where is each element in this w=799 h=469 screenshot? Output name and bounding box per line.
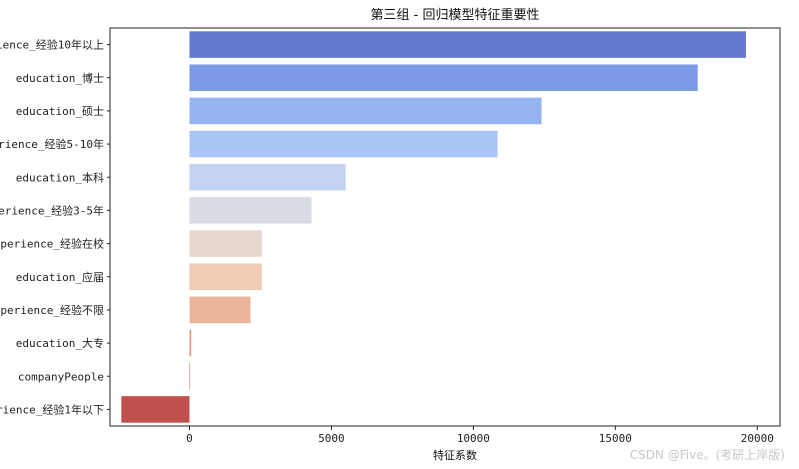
category-label-1: education_博士 <box>16 72 104 85</box>
category-label-4: education_本科 <box>16 170 104 184</box>
bar-6 <box>189 230 262 257</box>
bar-3 <box>189 130 498 158</box>
plot-frame <box>109 27 781 427</box>
bar-9 <box>189 329 192 357</box>
category-label-10: companyPeople <box>18 370 104 383</box>
category-label-11: workExperience_经验1年以下 <box>0 402 104 416</box>
bar-2 <box>189 97 542 125</box>
category-label-9: education_大专 <box>16 336 104 350</box>
bars-group <box>121 31 746 423</box>
x-axis-ticks: 0 5000 10000 15000 20000 <box>186 426 774 445</box>
bar-0 <box>189 31 746 58</box>
x-tick-label-3: 15000 <box>599 432 632 445</box>
x-tick-label-1: 5000 <box>318 432 345 445</box>
category-label-5: workExperience_经验3-5年 <box>0 203 104 217</box>
category-label-0: workExperience_经验10年以上 <box>0 38 104 52</box>
category-labels: workExperience_经验10年以上 education_博士educat… <box>0 38 110 416</box>
bar-4 <box>189 163 346 191</box>
category-label-8: workExperience_经验不限 <box>0 303 104 317</box>
x-tick-label-4: 20000 <box>741 432 774 445</box>
x-tick-label-2: 10000 <box>457 432 490 445</box>
bar-7 <box>189 263 262 291</box>
bar-10 <box>189 362 191 390</box>
category-label-2: education_硕士 <box>16 105 104 118</box>
category-label-7: education_应届 <box>16 270 104 284</box>
bar-11 <box>121 396 190 423</box>
bar-1 <box>189 64 698 92</box>
bar-8 <box>189 296 251 324</box>
watermark: CSDN @Five。(考研上岸版) <box>629 448 785 462</box>
bar-5 <box>189 197 312 224</box>
x-axis-label: 特征系数 <box>433 448 477 462</box>
category-label-6: workExperience_经验在校 <box>0 237 104 251</box>
chart-title: 第三组 - 回归模型特征重要性 <box>371 7 540 23</box>
x-tick-label-0: 0 <box>186 432 193 445</box>
category-label-3: workExperience_经验5-10年 <box>0 137 104 151</box>
